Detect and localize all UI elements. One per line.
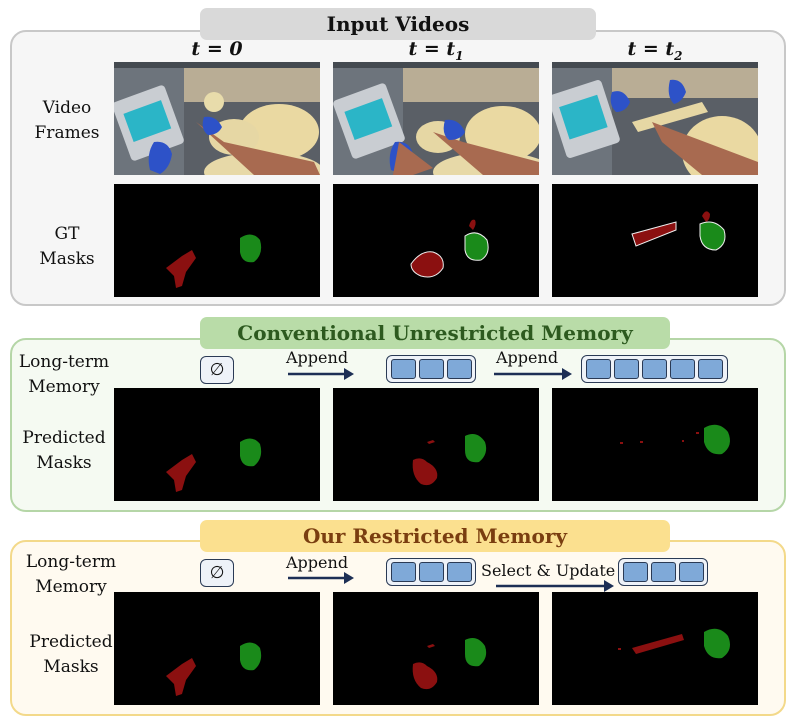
row-label-predicted-masks-ours: Predicted Masks [29,632,113,677]
video-frame-t2 [552,62,758,175]
input-videos-title: Input Videos [200,8,596,40]
predicted-mask-conv-t1 [333,388,539,501]
arrow-conv-2 [494,368,572,380]
arrow-ours-2 [496,580,614,592]
video-frame-t0 [114,62,320,175]
memory-bank-ours-3b [618,558,708,586]
memory-slot [650,562,676,582]
memory-slot [622,562,648,582]
predicted-mask-ours-t2 [552,592,758,705]
predicted-mask-ours-t1 [333,592,539,705]
predicted-mask-conv-t2 [552,388,758,501]
empty-memory-conv: ∅ [200,356,234,384]
memory-slot [586,359,611,379]
memory-slot [670,359,695,379]
append-label-conv-2: Append [496,348,559,367]
time-label-t2: t = t2 [627,38,683,63]
memory-bank-ours-3a [386,558,476,586]
memory-slot [418,562,444,582]
video-frame-t1 [333,62,539,175]
memory-slot [418,359,444,379]
memory-slot [698,359,723,379]
select-update-label: Select & Update [481,561,616,580]
row-label-long-term-memory-ours: Long-term Memory [25,552,117,597]
time-label-t0: t = 0 [191,38,243,60]
memory-slot [678,562,704,582]
predicted-mask-ours-t0 [114,592,320,705]
memory-slot [642,359,667,379]
memory-slot [614,359,639,379]
arrow-conv-1 [288,368,354,380]
row-label-gt-masks: GT Masks [39,224,95,269]
arrow-ours-1 [288,572,354,584]
empty-memory-ours: ∅ [200,559,234,587]
time-label-t1: t = t1 [408,38,464,63]
gt-mask-t1 [333,184,539,297]
memory-slot [390,562,416,582]
append-label-conv-1: Append [286,348,349,367]
memory-bank-conv-5 [581,355,728,383]
predicted-mask-conv-t0 [114,388,320,501]
gt-mask-t2 [552,184,758,297]
conventional-memory-title: Conventional Unrestricted Memory [200,317,670,349]
append-label-ours: Append [286,553,349,572]
memory-slot [446,562,472,582]
row-label-video-frames: Video Frames [34,98,100,143]
row-label-predicted-masks-conv: Predicted Masks [22,428,106,473]
memory-slot [446,359,472,379]
memory-bank-conv-3 [386,355,476,383]
restricted-memory-title: Our Restricted Memory [200,520,670,552]
memory-slot [390,359,416,379]
gt-mask-t0 [114,184,320,297]
row-label-long-term-memory-conv: Long-term Memory [18,352,110,397]
